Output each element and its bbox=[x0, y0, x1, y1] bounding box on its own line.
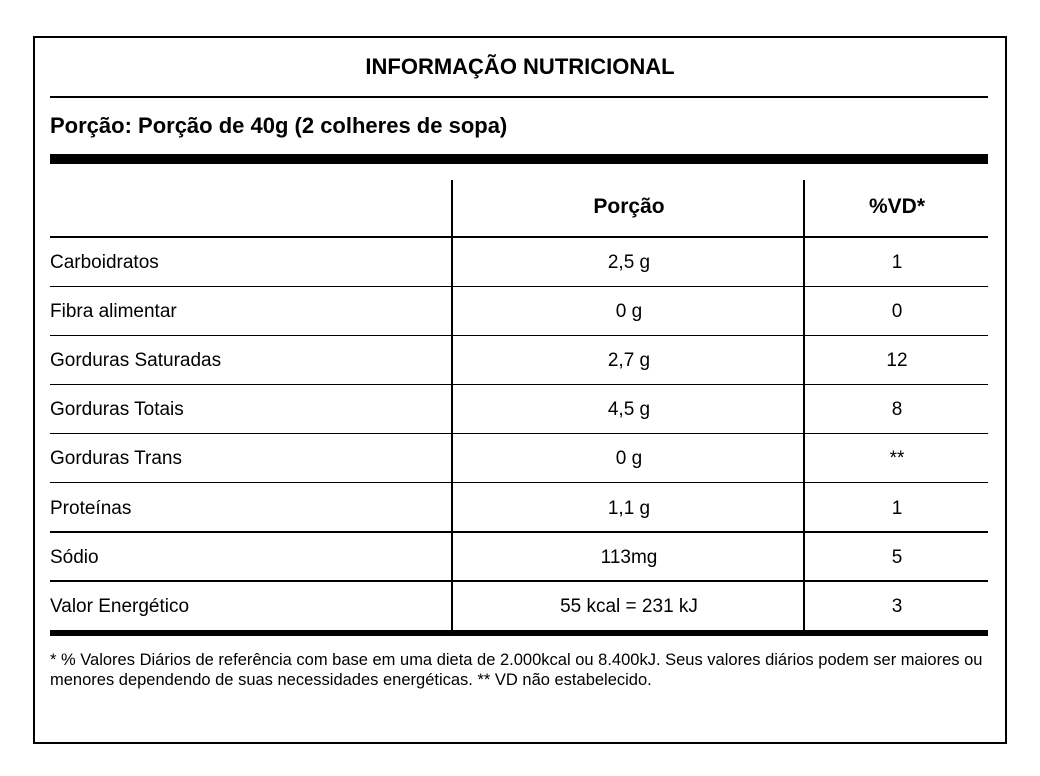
nutrient-vd: 12 bbox=[886, 350, 908, 372]
nutrient-vd: 5 bbox=[891, 546, 903, 568]
row-divider bbox=[50, 531, 988, 533]
row-divider bbox=[50, 432, 988, 435]
nutrient-vd: 1 bbox=[891, 252, 903, 273]
row-divider bbox=[50, 334, 988, 337]
label-title: INFORMAÇÃO NUTRICIONAL bbox=[365, 54, 675, 79]
divider bbox=[50, 96, 988, 98]
nutrient-vd: 8 bbox=[891, 399, 903, 421]
header-portion: Porção bbox=[593, 195, 665, 218]
header-vd: %VD* bbox=[868, 195, 926, 218]
row-divider bbox=[50, 383, 988, 386]
nutrient-amount: 1,1 g bbox=[607, 497, 651, 519]
nutrient-name: Proteínas bbox=[50, 497, 132, 519]
portion-size: Porção: Porção de 40g (2 colheres de sop… bbox=[50, 113, 508, 138]
nutrient-vd: 1 bbox=[891, 497, 903, 519]
footnote: * % Valores Diários de referência com ba… bbox=[50, 651, 983, 689]
nutrient-amount: 2,5 g bbox=[607, 252, 651, 273]
nutrient-amount: 0 g bbox=[615, 448, 643, 470]
nutrient-vd: 0 bbox=[891, 301, 903, 323]
thick-divider bbox=[50, 154, 988, 164]
row-divider bbox=[50, 481, 988, 484]
nutrient-name: Fibra alimentar bbox=[50, 301, 177, 323]
column-divider bbox=[451, 180, 453, 632]
nutrient-name: Gorduras Saturadas bbox=[50, 350, 222, 372]
nutrient-name: Carboidratos bbox=[50, 252, 159, 273]
nutrient-amount: 0 g bbox=[615, 301, 643, 323]
column-divider bbox=[803, 180, 805, 632]
nutrient-amount: 55 kcal = 231 kJ bbox=[560, 595, 698, 617]
row-divider bbox=[50, 580, 988, 582]
nutrient-name: Sódio bbox=[50, 546, 99, 568]
nutrient-vd: 3 bbox=[891, 595, 903, 617]
header-divider bbox=[50, 236, 988, 238]
row-divider bbox=[50, 285, 988, 287]
nutrient-vd: ** bbox=[889, 448, 905, 470]
nutrient-amount: 113mg bbox=[600, 546, 658, 568]
nutrient-amount: 2,7 g bbox=[607, 350, 651, 372]
nutrient-name: Gorduras Totais bbox=[50, 399, 184, 421]
thick-divider-bottom bbox=[50, 630, 988, 636]
nutrition-label-frame bbox=[33, 36, 1007, 744]
nutrient-name: Valor Energético bbox=[50, 595, 190, 617]
nutrient-name: Gorduras Trans bbox=[50, 448, 182, 470]
nutrient-amount: 4,5 g bbox=[607, 399, 651, 421]
